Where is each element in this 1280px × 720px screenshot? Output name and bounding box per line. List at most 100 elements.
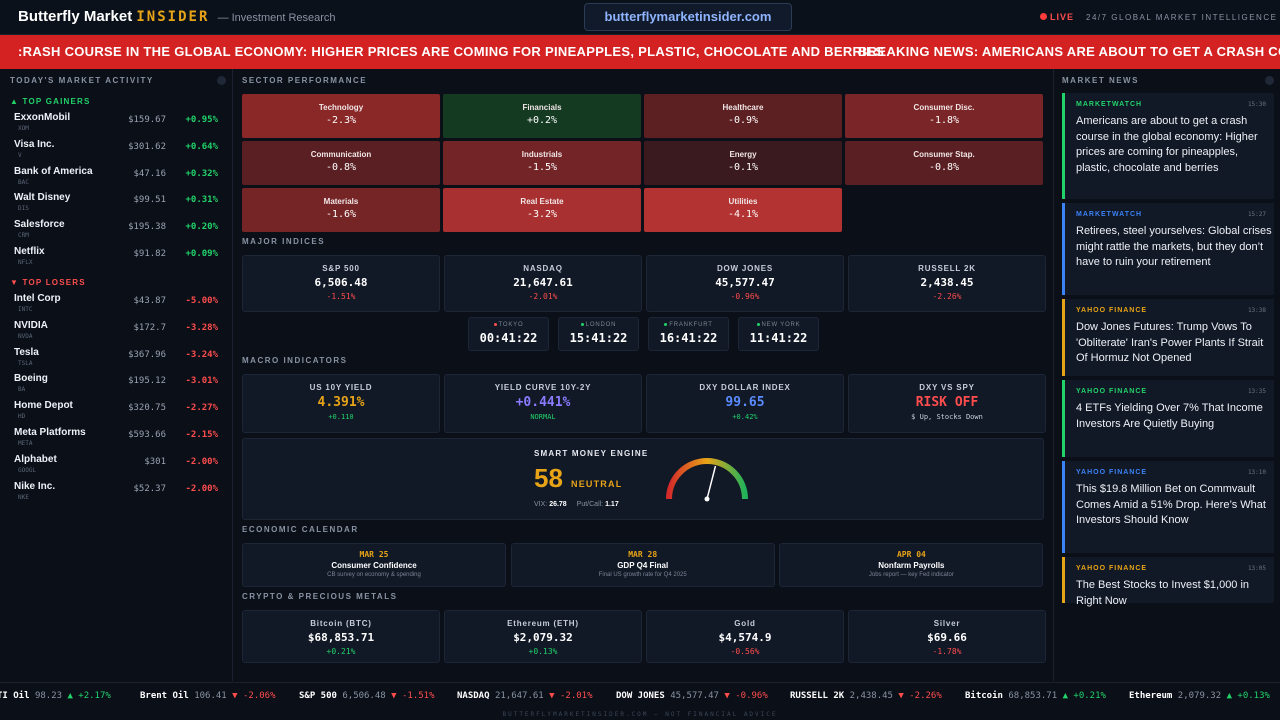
calendar-event[interactable]: APR 04 Nonfarm Payrolls Jobs report — key … [779,543,1044,587]
news-item[interactable]: YAHOO FINANCE 13:35 4 ETFs Yielding Over 7… [1062,380,1274,457]
calendar-date: APR 04 [896,550,926,559]
stock-row[interactable]: Boeing BA $195.12 -3.01% [0,373,232,400]
macro-card[interactable]: US 10Y YIELD 4.391% +0.110 [242,374,440,433]
news-time: 15:27 [1247,211,1266,218]
stock-row[interactable]: ExxonMobil XOM $159.67 +0.95% [0,112,232,139]
asset-name: Gold [734,619,756,628]
sector-value: -0.8% [928,162,960,173]
ticker-item[interactable]: Brent Oil 106.41 ▼ -2.06% [140,691,276,701]
macro-card[interactable]: YIELD CURVE 10Y-2Y +0.441% NORMAL [444,374,642,433]
sector-tile[interactable]: Materials -1.6% [242,188,440,232]
stock-name: Visa Inc. [14,138,55,150]
ticker-price: 2,079.32 [1177,691,1222,701]
stock-row[interactable]: Alphabet GOOGL $301 -2.00% [0,454,232,481]
stock-row[interactable]: Bank of America BAC $47.16 +0.32% [0,166,232,193]
ticker-item[interactable]: TI Oil 98.23 ▲ +2.17% [0,691,111,701]
ticker-name: Brent Oil [140,691,189,701]
sector-tile[interactable]: Real Estate -3.2% [443,188,641,232]
ticker-name: DOW JONES [616,691,665,701]
calendar-event-desc: Jobs report — key Fed indicator [868,572,954,578]
ticker-item[interactable]: RUSSELL 2K 2,438.45 ▼ -2.26% [790,691,942,701]
ticker-change: ▼ -1.51% [391,691,435,701]
news-item[interactable]: MARKETWATCH 15:27 Retirees, steel yourselv… [1062,203,1274,295]
stock-row[interactable]: Visa Inc. V $301.62 +0.64% [0,139,232,166]
stock-row[interactable]: Walt Disney DIS $99.51 +0.31% [0,192,232,219]
index-card[interactable]: RUSSELL 2K 2,438.45 -2.26% [848,255,1046,312]
index-value: 2,438.45 [920,276,974,289]
sector-tile[interactable]: Industrials -1.5% [443,141,641,185]
stock-price: $195.38 [128,222,166,233]
stock-ticker: META [18,440,33,447]
stock-row[interactable]: Tesla TSLA $367.96 -3.24% [0,347,232,374]
ticker-item[interactable]: S&P 500 6,506.48 ▼ -1.51% [299,691,435,701]
stock-row[interactable]: Intel Corp INTC $43.87 -5.00% [0,293,232,320]
asset-card[interactable]: Ethereum (ETH) $2,079.32 +0.13% [444,610,642,663]
news-headline[interactable]: This $19.8 Million Bet on Commvault Come… [1076,483,1266,526]
asset-name: Bitcoin (BTC) [310,619,372,628]
asset-card[interactable]: Bitcoin (BTC) $68,853.71 +0.21% [242,610,440,663]
stock-row[interactable]: NVIDIA NVDA $172.7 -3.28% [0,320,232,347]
sector-value: -1.5% [526,162,558,173]
news-source: MARKETWATCH [1076,211,1143,218]
vix-label: VIX: [534,501,548,508]
news-item[interactable]: YAHOO FINANCE 13:05 The Best Stocks to Inv… [1062,557,1274,607]
sector-tile[interactable]: Financials +0.2% [443,94,641,138]
ticker-item[interactable]: NASDAQ 21,647.61 ▼ -2.01% [457,691,593,701]
news-item[interactable]: YAHOO FINANCE 13:10 This $19.8 Million Bet… [1062,461,1274,553]
calendar-event[interactable]: MAR 25 Consumer Confidence CB survey on ec… [242,543,506,587]
index-card[interactable]: S&P 500 6,506.48 -1.51% [242,255,440,312]
macro-card[interactable]: DXY DOLLAR INDEX 99.65 +0.42% [646,374,844,433]
panel-collapse-icon[interactable] [217,76,226,85]
asset-card[interactable]: Silver $69.66 -1.78% [848,610,1046,663]
news-headline[interactable]: 4 ETFs Yielding Over 7% That Income Inve… [1076,402,1263,430]
stock-change: +0.32% [185,168,218,179]
site-url-box[interactable]: butterflymarketinsider.com [584,3,792,31]
brand-logo[interactable]: Butterfly Market INSIDER — Investment Re… [18,8,336,25]
index-card[interactable]: NASDAQ 21,647.61 -2.01% [444,255,642,312]
stock-change: -3.28% [185,322,218,333]
stock-name: Tesla [14,346,39,358]
stock-row[interactable]: Netflix NFLX $91.82 +0.09% [0,246,232,273]
ticker-name: Ethereum [1129,691,1173,701]
sector-tile[interactable]: Consumer Disc. -1.8% [845,94,1043,138]
stock-change: -2.27% [185,403,218,414]
news-headline[interactable]: Dow Jones Futures: Trump Vows To 'Oblite… [1076,321,1264,364]
sector-title: SECTOR PERFORMANCE [242,76,368,85]
asset-card[interactable]: Gold $4,574.9 -0.56% [646,610,844,663]
sector-tile[interactable]: Utilities -4.1% [644,188,842,232]
news-item[interactable]: YAHOO FINANCE 13:38 Dow Jones Futures: Tru… [1062,299,1274,376]
news-headline[interactable]: Americans are about to get a crash cours… [1076,115,1258,174]
stock-price: $195.12 [128,376,166,387]
stock-price: $593.66 [128,430,166,440]
ticker-item[interactable]: DOW JONES 45,577.47 ▼ -0.96% [616,691,768,701]
sector-value: -1.6% [325,209,357,220]
breaking-news-banner[interactable]: :RASH COURSE IN THE GLOBAL ECONOMY: HIGH… [0,35,1280,69]
sector-tile[interactable]: Technology -2.3% [242,94,440,138]
sector-tile[interactable]: Energy -0.1% [644,141,842,185]
stock-row[interactable]: Nike Inc. NKE $52.37 -2.00% [0,481,232,508]
index-value: 45,577.47 [715,276,775,289]
news-headline[interactable]: The Best Stocks to Invest $1,000 in Righ… [1076,579,1250,607]
news-item[interactable]: MARKETWATCH 15:30 Americans are about to g… [1062,93,1274,199]
stock-row[interactable]: Home Depot HD $320.75 -2.27% [0,400,232,427]
sector-tile[interactable]: Healthcare -0.9% [644,94,842,138]
stock-row[interactable]: Salesforce CRM $195.38 +0.20% [0,219,232,246]
index-name: NASDAQ [523,264,563,273]
sector-name: Financials [522,103,562,112]
ticker-item[interactable]: Ethereum 2,079.32 ▲ +0.13% [1129,691,1270,701]
stock-price: $301 [144,456,166,467]
macro-card[interactable]: DXY VS SPY RISK OFF $ Up, Stocks Down [848,374,1046,433]
calendar-event[interactable]: MAR 28 GDP Q4 Final Final US growth rate f… [510,543,775,587]
news-headline[interactable]: Retirees, steel yourselves: Global crise… [1076,225,1272,268]
calendar-date: MAR 25 [359,550,389,559]
news-collapse-icon[interactable] [1265,76,1274,85]
index-card[interactable]: DOW JONES 45,577.47 -0.96% [646,255,844,312]
stock-change: +0.20% [185,222,218,233]
sector-tile[interactable]: Communication -0.8% [242,141,440,185]
stock-row[interactable]: Meta Platforms META $593.66 -2.15% [0,427,232,454]
banner-text-b: BREAKING NEWS: AMERICANS ARE ABOUT TO GE… [858,44,1280,59]
index-change: -0.96% [730,292,760,301]
ticker-price: 98.23 [34,691,63,701]
ticker-item[interactable]: Bitcoin 68,853.71 ▲ +0.21% [965,691,1106,701]
sector-tile[interactable]: Consumer Stap. -0.8% [845,141,1043,185]
